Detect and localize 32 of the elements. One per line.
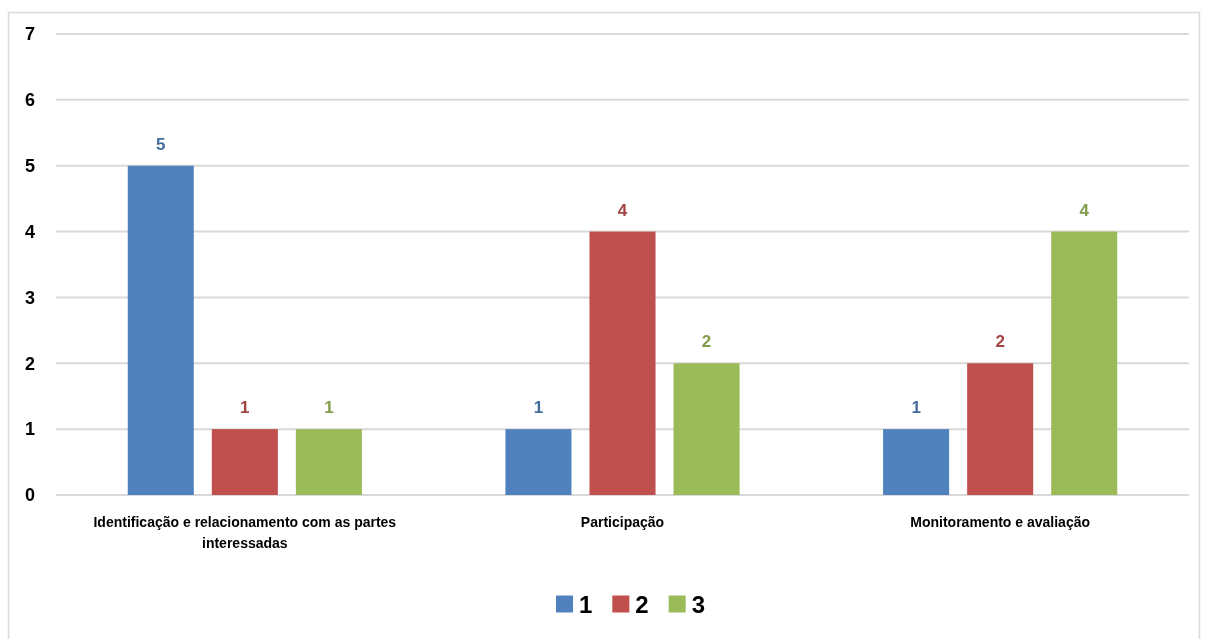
bar xyxy=(505,429,572,495)
x-tick-label: Identificação e relacionamento com as partes interessadas xyxy=(93,514,397,551)
legend-label: 2 xyxy=(635,590,649,618)
bar xyxy=(883,429,950,495)
y-tick-label: 1 xyxy=(24,419,36,440)
bar xyxy=(127,165,194,495)
x-tick-label: Monitoramento e avaliação xyxy=(910,514,1091,530)
data-label: 1 xyxy=(240,398,250,418)
y-tick-label: 3 xyxy=(24,287,36,308)
legend-label: 1 xyxy=(578,590,593,618)
y-tick-label: 4 xyxy=(24,221,36,242)
bar xyxy=(673,363,740,495)
bar xyxy=(589,231,656,495)
bar xyxy=(1051,231,1118,495)
y-tick-label: 5 xyxy=(24,156,36,177)
bar xyxy=(295,429,362,495)
data-label: 5 xyxy=(156,134,166,154)
data-label: 2 xyxy=(995,332,1005,352)
y-tick-label: 6 xyxy=(24,90,36,111)
legend-label: 3 xyxy=(691,590,706,618)
data-label: 4 xyxy=(617,200,628,220)
data-label: 2 xyxy=(701,332,712,352)
data-label: 1 xyxy=(324,398,334,418)
data-label: 4 xyxy=(1079,200,1090,220)
data-label: 1 xyxy=(911,398,921,418)
data-label: 1 xyxy=(533,398,544,418)
y-tick-label: 0 xyxy=(24,485,36,506)
y-tick-label: 2 xyxy=(24,353,36,374)
bar xyxy=(211,429,278,495)
x-tick-label: Participação xyxy=(580,514,665,530)
y-tick-label: 7 xyxy=(24,24,36,45)
bar xyxy=(967,363,1034,495)
